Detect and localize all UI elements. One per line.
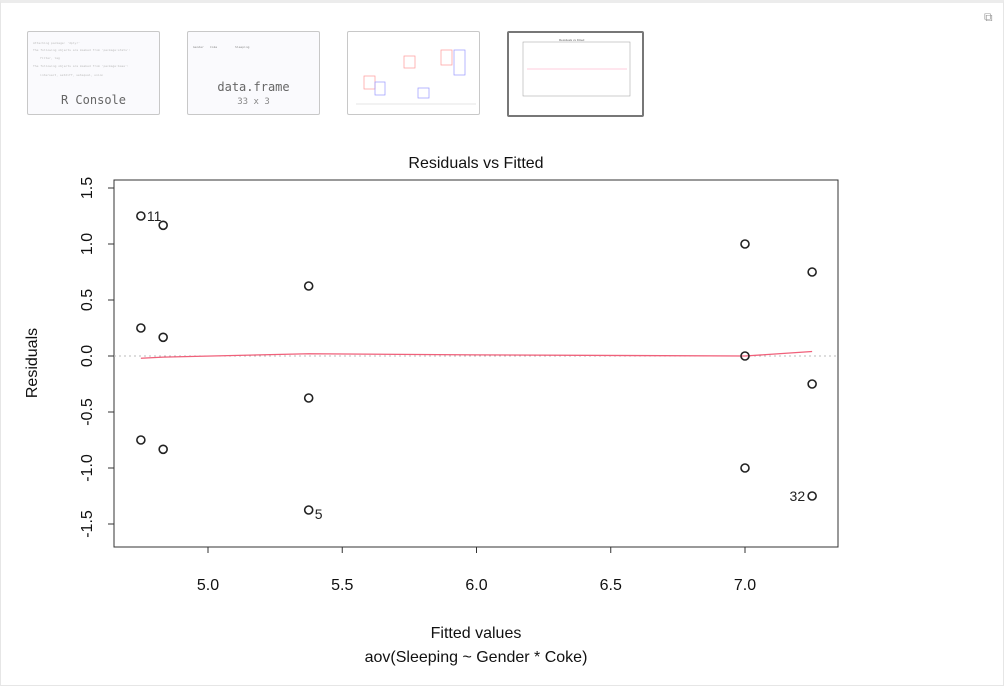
- x-axis-label: Fitted values: [431, 625, 522, 642]
- boxplot-thumbnail-image: [356, 49, 476, 105]
- thumbnail-label: data.frame: [217, 80, 290, 94]
- point-label: 32: [790, 488, 806, 504]
- console-line: intersect, setdiff, setequal, union: [40, 73, 104, 77]
- plot-box: [113, 179, 839, 548]
- column-header: Sleeping: [235, 45, 250, 49]
- y-tick-label: -1.0: [79, 454, 96, 482]
- chart-subtitle: aov(Sleeping ~ Gender * Coke): [365, 649, 588, 666]
- data-point: [158, 444, 168, 455]
- data-point: [136, 323, 146, 333]
- console-line: The following objects are masked from 'p…: [33, 64, 129, 68]
- point-label: 5: [315, 506, 323, 522]
- thumbnail-dimensions: 33 x 3: [237, 97, 270, 107]
- x-tick-label: 6.0: [465, 577, 487, 594]
- x-tick-label: 6.5: [600, 577, 622, 594]
- thumbnail-label: R Console: [60, 93, 127, 107]
- data-point: [136, 435, 146, 445]
- data-point: [158, 220, 168, 231]
- console-line: Attaching package: 'dplyr': [33, 41, 80, 45]
- data-point: [303, 393, 314, 403]
- thumbnail-data-frame[interactable]: Gender Coke Sleeping data.frame 33 x 3: [187, 31, 320, 115]
- column-header: Gender: [193, 45, 204, 49]
- data-point: [740, 239, 750, 249]
- thumbnail-label: Residuals vs Fitted: [559, 38, 585, 42]
- y-axis-label: Residuals: [24, 328, 41, 398]
- y-tick-label: 1.5: [79, 177, 96, 199]
- column-header: Coke: [210, 45, 218, 49]
- x-tick-label: 5.5: [331, 577, 353, 594]
- y-tick-label: 1.0: [79, 233, 96, 255]
- data-point: [807, 267, 817, 277]
- residuals-thumbnail-image: Residuals vs Fitted: [522, 38, 631, 97]
- chart-title: Residuals vs Fitted: [408, 155, 543, 172]
- data-point: [807, 379, 817, 389]
- data-point: [136, 211, 146, 221]
- y-tick-label: -1.5: [79, 510, 96, 538]
- console-line: The following objects are masked from 'p…: [33, 48, 131, 52]
- x-tick-label: 5.0: [197, 577, 219, 594]
- data-point: [158, 332, 168, 343]
- x-tick-label: 7.0: [734, 577, 756, 594]
- data-point: [740, 463, 750, 473]
- thumbnail-boxplot[interactable]: [347, 31, 480, 115]
- y-tick-label: 0.0: [79, 345, 96, 367]
- thumbnail-residuals-vs-fitted[interactable]: Residuals vs Fitted: [507, 31, 644, 117]
- console-line: filter, lag: [40, 56, 60, 60]
- y-tick-label: -0.5: [79, 398, 96, 426]
- data-point: [303, 281, 314, 291]
- y-tick-label: 0.5: [79, 289, 96, 311]
- thumbnail-r-console[interactable]: Attaching package: 'dplyr' The following…: [27, 31, 160, 115]
- data-point: [740, 351, 750, 361]
- popout-window-icon[interactable]: ⧉: [984, 10, 993, 24]
- lowess-smooth-line: [140, 350, 813, 359]
- data-point: [303, 505, 314, 515]
- data-point: [807, 491, 817, 501]
- point-label: 11: [147, 208, 162, 224]
